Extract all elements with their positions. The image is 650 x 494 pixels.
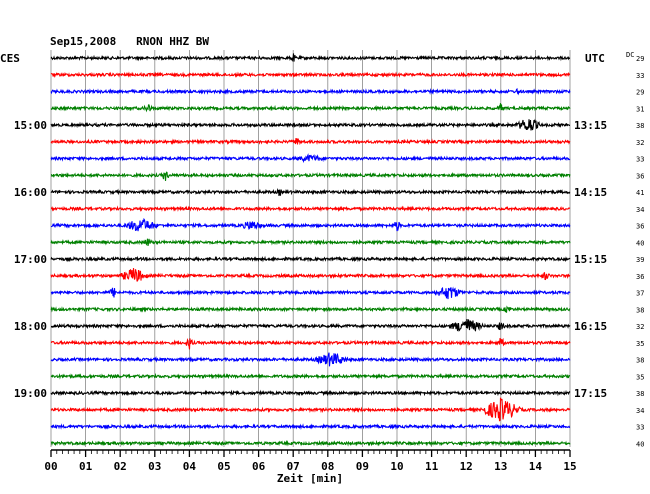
x-tick-label: 11 [425, 460, 439, 473]
hour-label-right: 14:15 [574, 186, 607, 199]
seismic-trace [50, 397, 571, 422]
hour-label-right: 16:15 [574, 320, 607, 333]
dc-value: 33 [636, 156, 644, 164]
hour-label-left: 16:00 [14, 186, 47, 199]
left-timezone-label: CES [0, 52, 20, 65]
seismic-trace [50, 137, 571, 146]
dc-value: 29 [636, 55, 644, 63]
dc-value: 32 [636, 323, 644, 331]
seismic-trace [51, 318, 571, 332]
dc-value: 29 [636, 89, 644, 97]
seismic-trace [50, 53, 571, 63]
x-tick-label: 02 [114, 460, 127, 473]
seismic-trace [50, 103, 571, 113]
chart-title: Sep15,2008 RNON HHZ BW [50, 35, 209, 48]
hour-label-right: 17:15 [574, 387, 607, 400]
dc-value: 38 [636, 390, 644, 398]
seismic-trace [50, 87, 571, 96]
dc-value: 40 [636, 239, 644, 247]
seismic-trace [50, 171, 571, 181]
x-tick-label: 09 [356, 460, 369, 473]
x-tick-label: 03 [148, 460, 161, 473]
hour-label-left: 19:00 [14, 387, 47, 400]
dc-value: 34 [636, 407, 644, 415]
x-tick-label: 04 [183, 460, 197, 473]
x-tick-label: 05 [217, 460, 230, 473]
seismic-trace [50, 337, 571, 350]
dc-value: 37 [636, 290, 644, 298]
dc-value: 35 [636, 373, 644, 381]
dc-label: DC [626, 51, 634, 59]
dc-value: 39 [636, 256, 644, 264]
x-axis-label: Zeit [min] [277, 472, 343, 485]
dc-value: 34 [636, 206, 644, 214]
seismic-trace [50, 118, 570, 131]
dc-value: 38 [636, 122, 644, 130]
x-tick-label: 10 [390, 460, 403, 473]
x-tick-label: 14 [529, 460, 543, 473]
gridlines [50, 50, 571, 447]
x-tick-label: 06 [252, 460, 266, 473]
dc-value: 38 [636, 306, 644, 314]
hour-label-right: 15:15 [574, 253, 607, 266]
seismic-trace [50, 268, 571, 282]
dc-value: 33 [636, 424, 644, 432]
hour-label-left: 18:00 [14, 320, 47, 333]
dc-value: 32 [636, 139, 644, 147]
seismic-trace [50, 423, 571, 430]
seismic-trace [50, 153, 571, 164]
seismic-trace [50, 187, 571, 197]
x-tick-label: 00 [44, 460, 57, 473]
row-labels: 15:00 16:00 17:00 18:00 19:00 13:15 14:15 15:15… [14, 55, 645, 448]
seismic-trace [50, 389, 571, 397]
x-tick-label: 12 [460, 460, 473, 473]
seismic-trace [50, 71, 571, 79]
seismic-trace [50, 255, 571, 263]
seismic-trace [50, 352, 571, 367]
seismic-trace [50, 372, 571, 380]
x-axis: 00 01 02 03 04 05 06 07 08 09 10 11 12 13 14 15 [44, 449, 577, 473]
x-tick-label: 07 [287, 460, 300, 473]
traces [50, 53, 571, 447]
x-tick-label: 01 [79, 460, 93, 473]
dc-value: 35 [636, 340, 644, 348]
dc-value: 40 [636, 440, 644, 448]
dc-value: 36 [636, 273, 644, 281]
seismic-trace [50, 286, 571, 300]
dc-value: 33 [636, 72, 644, 80]
seismic-trace [50, 205, 571, 213]
seismic-trace [50, 217, 571, 232]
dc-value: 31 [636, 105, 644, 113]
seismic-trace [50, 439, 571, 447]
dc-value: 38 [636, 357, 644, 365]
right-timezone-label: UTC [585, 52, 605, 65]
hour-label-left: 15:00 [14, 119, 47, 132]
dc-value: 41 [636, 189, 644, 197]
x-tick-label: 13 [494, 460, 507, 473]
hour-label-left: 17:00 [14, 253, 47, 266]
hour-label-right: 13:15 [574, 119, 607, 132]
seismic-trace [50, 305, 571, 313]
x-tick-label: 08 [321, 460, 334, 473]
seismic-trace [50, 238, 571, 247]
dc-value: 36 [636, 223, 644, 231]
x-tick-label: 15 [563, 460, 576, 473]
dc-value: 36 [636, 172, 644, 180]
